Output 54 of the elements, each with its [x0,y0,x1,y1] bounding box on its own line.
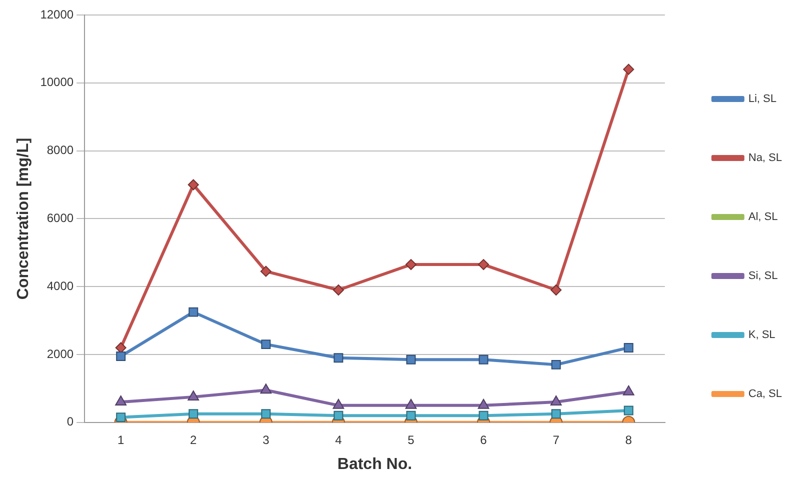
x-tick-label: 7 [552,432,560,447]
x-tick-label: 1 [117,432,124,447]
x-tick-label: 5 [408,432,415,447]
x-tick-label: 3 [262,432,270,447]
x-tick-label: 6 [480,432,488,447]
point [188,307,198,317]
legend-label: Li, SL [748,93,777,106]
point [188,409,198,419]
y-tick-label: 12000 [40,7,74,22]
legend-label: Si, SL [748,270,778,282]
point [334,410,344,420]
y-tick-label: 8000 [46,143,74,158]
point [261,409,271,419]
point [478,259,490,270]
legend-label: Al, SL [748,211,778,224]
y-axis-title: Concentration [mg/L] [15,138,32,300]
point [116,412,126,422]
point [551,360,561,370]
point [623,64,634,75]
point [624,342,634,352]
y-tick-label: 6000 [46,211,74,226]
point [478,410,488,420]
point [550,284,562,296]
point [116,351,126,361]
point [332,398,344,409]
point [551,409,561,419]
legend-label: Ca, SL [748,388,782,400]
x-tick-label: 2 [190,432,198,447]
point [260,384,272,394]
point [622,385,634,396]
point [478,354,488,364]
point [406,354,416,364]
x-tick-label: 4 [335,432,342,447]
point [115,396,127,406]
point [188,179,199,190]
point [188,390,200,400]
point [478,398,490,409]
y-tick-label: 10000 [40,75,74,90]
point [405,398,417,409]
point [550,396,562,406]
point [332,284,344,296]
x-axis-title: Batch No. [337,456,412,473]
point [624,406,634,416]
point [406,410,416,420]
y-tick-label: 4000 [46,278,74,293]
y-tick-label: 0 [66,414,74,429]
point [260,266,272,277]
legend-label: K, SL [748,329,776,342]
y-tick-label: 2000 [46,346,74,361]
point [334,353,344,363]
x-tick-label: 8 [625,432,632,447]
point [405,259,416,270]
legend-label: Na, SL [748,152,782,164]
point [261,340,271,350]
